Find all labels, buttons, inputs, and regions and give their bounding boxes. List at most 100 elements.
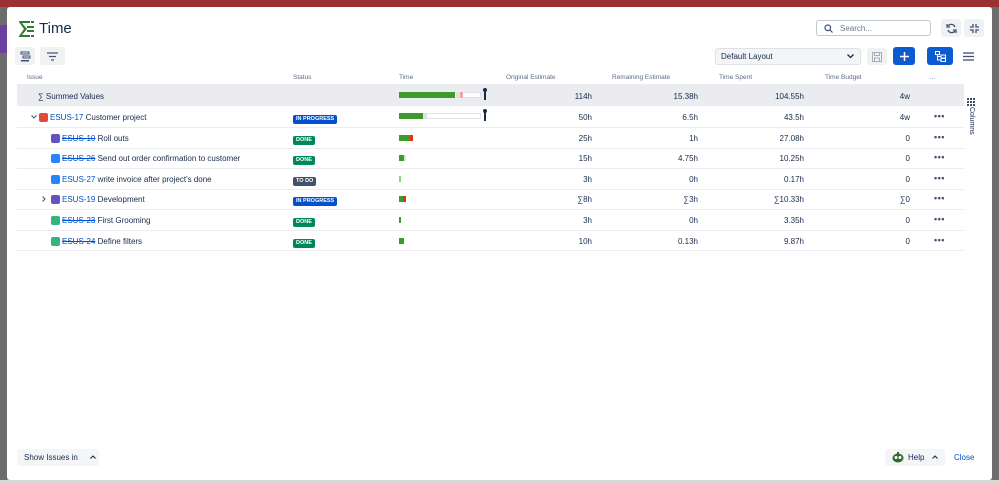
time-tracker-logo-icon [18, 20, 35, 38]
original-estimate: 50h [578, 113, 592, 122]
original-estimate: 3h [583, 175, 592, 184]
issue-key[interactable]: ESUS-19 [62, 195, 96, 204]
row-divider [17, 189, 964, 190]
time-budget: 4w [899, 113, 910, 122]
chevron-up-icon [90, 455, 96, 459]
header-original-estimate[interactable]: Original Estimate [506, 74, 556, 81]
subtask-icon [51, 134, 60, 143]
row-actions-button[interactable]: ••• [934, 235, 945, 245]
window-topbar [0, 0, 999, 7]
table-row: ESUS-27 write invoice after project's do… [62, 175, 212, 184]
header-issue[interactable]: Issue [27, 74, 43, 81]
layout-select[interactable]: Default Layout [715, 48, 861, 65]
row-actions-button[interactable]: ••• [934, 152, 945, 162]
background-bottom [0, 480, 999, 484]
row-actions-button[interactable]: ••• [934, 214, 945, 224]
header-divider [17, 84, 964, 85]
issue-summary: Send out order confirmation to customer [97, 154, 241, 163]
help-label: Help [908, 453, 925, 462]
columns-label: Columns [968, 107, 975, 135]
columns-panel-toggle[interactable]: Columns [964, 95, 978, 155]
subtask-icon [51, 195, 60, 204]
header-more[interactable]: ... [930, 74, 936, 81]
issue-summary: Development [97, 195, 145, 204]
row-actions-button[interactable]: ••• [934, 193, 945, 203]
issue-key[interactable]: ESUS-27 [62, 175, 96, 184]
issue-key[interactable]: ESUS-10 [62, 134, 96, 143]
subtask-icon [51, 154, 60, 163]
row-divider [17, 250, 964, 251]
row-actions-button[interactable]: ••• [934, 173, 945, 183]
time-budget: 0 [905, 216, 910, 225]
list-view-button[interactable] [958, 47, 978, 65]
status-badge: DONE [293, 237, 315, 248]
time-spent: 9.87h [783, 237, 804, 246]
time-spent: 27.08h [779, 134, 804, 143]
time-dialog: Time Search... Default Layout Issue Stat… [7, 7, 992, 480]
help-button[interactable]: Help [885, 449, 945, 466]
header-time[interactable]: Time [399, 74, 414, 81]
header-time-budget[interactable]: Time Budget [825, 74, 862, 81]
row-divider [17, 230, 964, 231]
remaining-estimate: 0h [689, 216, 698, 225]
row-actions-button[interactable]: ••• [934, 111, 945, 121]
collapse-button[interactable] [964, 19, 984, 37]
time-spent: 43.5h [783, 113, 804, 122]
layout-select-value: Default Layout [721, 52, 773, 61]
save-layout-button[interactable] [867, 48, 887, 65]
refresh-button[interactable] [941, 19, 961, 37]
table-row: ESUS-23 First Grooming [62, 216, 151, 225]
row-actions-button[interactable]: ••• [934, 132, 945, 142]
time-spent: 3.35h [783, 216, 804, 225]
row-divider [17, 127, 964, 128]
close-link[interactable]: Close [954, 453, 975, 462]
structure-button[interactable] [15, 47, 35, 65]
background-left [0, 7, 7, 484]
subtask-icon [51, 175, 60, 184]
header-status[interactable]: Status [293, 74, 312, 81]
story-icon [51, 216, 60, 225]
table-row: ESUS-17 Customer project [50, 113, 147, 122]
issue-key[interactable]: ESUS-24 [62, 237, 96, 246]
remaining-estimate: 4.75h [677, 154, 698, 163]
chevron-right-icon[interactable] [41, 195, 47, 204]
summary-spent: 104.55h [775, 92, 804, 101]
issue-key[interactable]: ESUS-23 [62, 216, 96, 225]
status-badge: DONE [293, 134, 315, 145]
status-badge: TO DO [293, 175, 317, 186]
time-bar [399, 196, 409, 202]
time-bar [399, 135, 415, 141]
issue-key[interactable]: ESUS-17 [50, 113, 84, 122]
time-budget: ∑0 [899, 195, 910, 204]
summary-remaining: 15.38h [673, 92, 698, 101]
search-input[interactable]: Search... [816, 20, 931, 36]
issue-summary: Define filters [97, 237, 143, 246]
issue-summary: First Grooming [97, 216, 151, 225]
chevron-down-icon[interactable] [31, 113, 37, 122]
issue-key[interactable]: ESUS-26 [62, 154, 96, 163]
original-estimate: ∑8h [577, 195, 592, 204]
header-time-spent[interactable]: Time Spent [719, 74, 752, 81]
original-estimate: 15h [578, 154, 592, 163]
show-issues-in-label: Show Issues in [24, 453, 78, 462]
remaining-estimate: 6.5h [682, 113, 698, 122]
save-icon [872, 51, 882, 62]
time-budget: 0 [905, 154, 910, 163]
filter-button[interactable] [40, 47, 65, 65]
header-remaining-estimate[interactable]: Remaining Estimate [612, 74, 671, 81]
filter-icon [47, 51, 58, 61]
epic-icon [39, 113, 48, 122]
show-issues-in-button[interactable]: Show Issues in [17, 449, 99, 466]
table-row: ESUS-24 Define filters [62, 237, 142, 246]
original-estimate: 3h [583, 216, 592, 225]
add-button[interactable] [893, 47, 915, 65]
row-divider [17, 209, 964, 210]
remaining-estimate: 1h [689, 134, 698, 143]
hierarchy-view-button[interactable] [927, 47, 953, 65]
remaining-estimate: ∑3h [683, 195, 698, 204]
table-row: ESUS-26 Send out order confirmation to c… [62, 154, 240, 163]
remaining-estimate: 0.13h [677, 237, 698, 246]
structure-icon [20, 51, 30, 61]
chevron-up-icon [932, 455, 938, 459]
grid-icon [967, 98, 975, 106]
